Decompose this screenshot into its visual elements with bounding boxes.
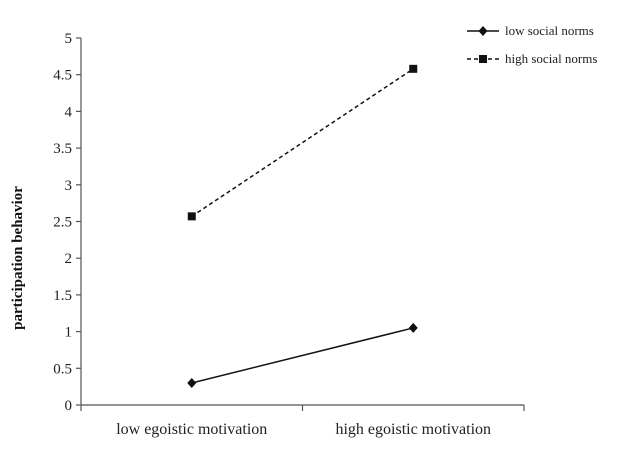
data-point (408, 322, 418, 333)
x-tick-label: high egoistic motivation (335, 421, 491, 438)
y-tick-label: 1.5 (53, 288, 72, 304)
y-axis-label: participation behavior (10, 186, 26, 330)
series-high-social-norms (187, 64, 418, 221)
data-point (187, 212, 196, 221)
data-point (187, 377, 197, 388)
legend-marker (478, 26, 488, 36)
series-line-high-social-norms (191, 68, 414, 217)
x-tick-label: low egoistic motivation (116, 421, 267, 438)
axes: 0 0.5 1 1.5 2 2.5 3 3.5 4 4.5 5 low egoistic motiva… (53, 31, 525, 438)
y-tick-label: 0 (65, 398, 73, 414)
y-tick-label: 4 (65, 104, 73, 120)
legend-marker (479, 55, 487, 63)
legend-label: high social norms (505, 51, 597, 66)
legend-label: low social norms (505, 23, 594, 38)
series-layer (187, 64, 418, 388)
legend: low social norms high social norms (467, 23, 597, 66)
series-low-social-norms (187, 322, 418, 388)
y-tick-label: 2 (65, 251, 73, 267)
y-tick-label: 1 (65, 325, 73, 341)
y-tick-label: 5 (65, 31, 73, 47)
series-line-low-social-norms (191, 327, 414, 384)
y-tick-label: 3 (65, 178, 73, 194)
y-tick-label: 4.5 (53, 68, 72, 84)
data-point (409, 64, 418, 73)
legend-item: low social norms (467, 23, 594, 38)
legend-item: high social norms (467, 51, 597, 66)
y-tick-label: 2.5 (53, 215, 72, 231)
y-tick-label: 3.5 (53, 141, 72, 157)
y-tick-label: 0.5 (53, 361, 72, 377)
